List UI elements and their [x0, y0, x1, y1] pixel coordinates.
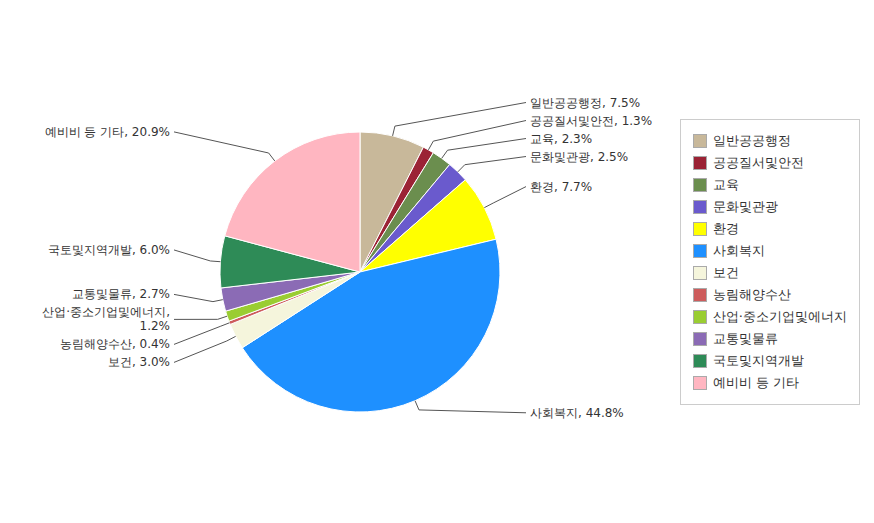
svg-text:일반공공행정, 7.5%: 일반공공행정, 7.5% [530, 96, 640, 110]
html-text:산업·중소기업및에너지: 산업·중소기업및에너지 [712, 308, 847, 324]
svg-text:예비비 등 기타, 20.9%: 예비비 등 기타, 20.9% [45, 125, 170, 139]
svg-text:교통및물류, 2.7%: 교통및물류, 2.7% [72, 287, 170, 301]
svg-text:공공질서및안전, 1.3%: 공공질서및안전, 1.3% [530, 114, 652, 128]
svg-text:국토및지역개발, 6.0%: 국토및지역개발, 6.0% [48, 243, 170, 257]
svg-text:사회복지, 44.8%: 사회복지, 44.8% [530, 406, 624, 420]
html-text:보건: 보건 [712, 264, 739, 280]
svg-text:문화및관광, 2.5%: 문화및관광, 2.5% [530, 150, 628, 164]
svg-text:산업·중소기업및에너지,1.2%: 산업·중소기업및에너지,1.2% [42, 305, 170, 333]
html-text:예비비 등 기타: 예비비 등 기타 [712, 374, 800, 390]
html-text:교육: 교육 [712, 176, 739, 192]
html-text:일반공공행정: 일반공공행정 [712, 132, 791, 148]
html-text:사회복지: 사회복지 [712, 242, 765, 258]
html-text:환경: 환경 [712, 220, 739, 236]
html-text:공공질서및안전: 공공질서및안전 [712, 154, 804, 170]
svg-text:보건, 3.0%: 보건, 3.0% [108, 355, 170, 369]
svg-text:교육, 2.3%: 교육, 2.3% [530, 132, 592, 146]
html-text:농림해양수산: 농림해양수산 [712, 286, 791, 302]
html-text:교통및물류: 교통및물류 [712, 330, 778, 346]
html-text:문화및관광: 문화및관광 [712, 198, 778, 214]
svg-text:농림해양수산, 0.4%: 농림해양수산, 0.4% [60, 337, 170, 351]
html-text:국토및지역개발: 국토및지역개발 [712, 352, 804, 368]
svg-text:환경, 7.7%: 환경, 7.7% [530, 180, 592, 194]
